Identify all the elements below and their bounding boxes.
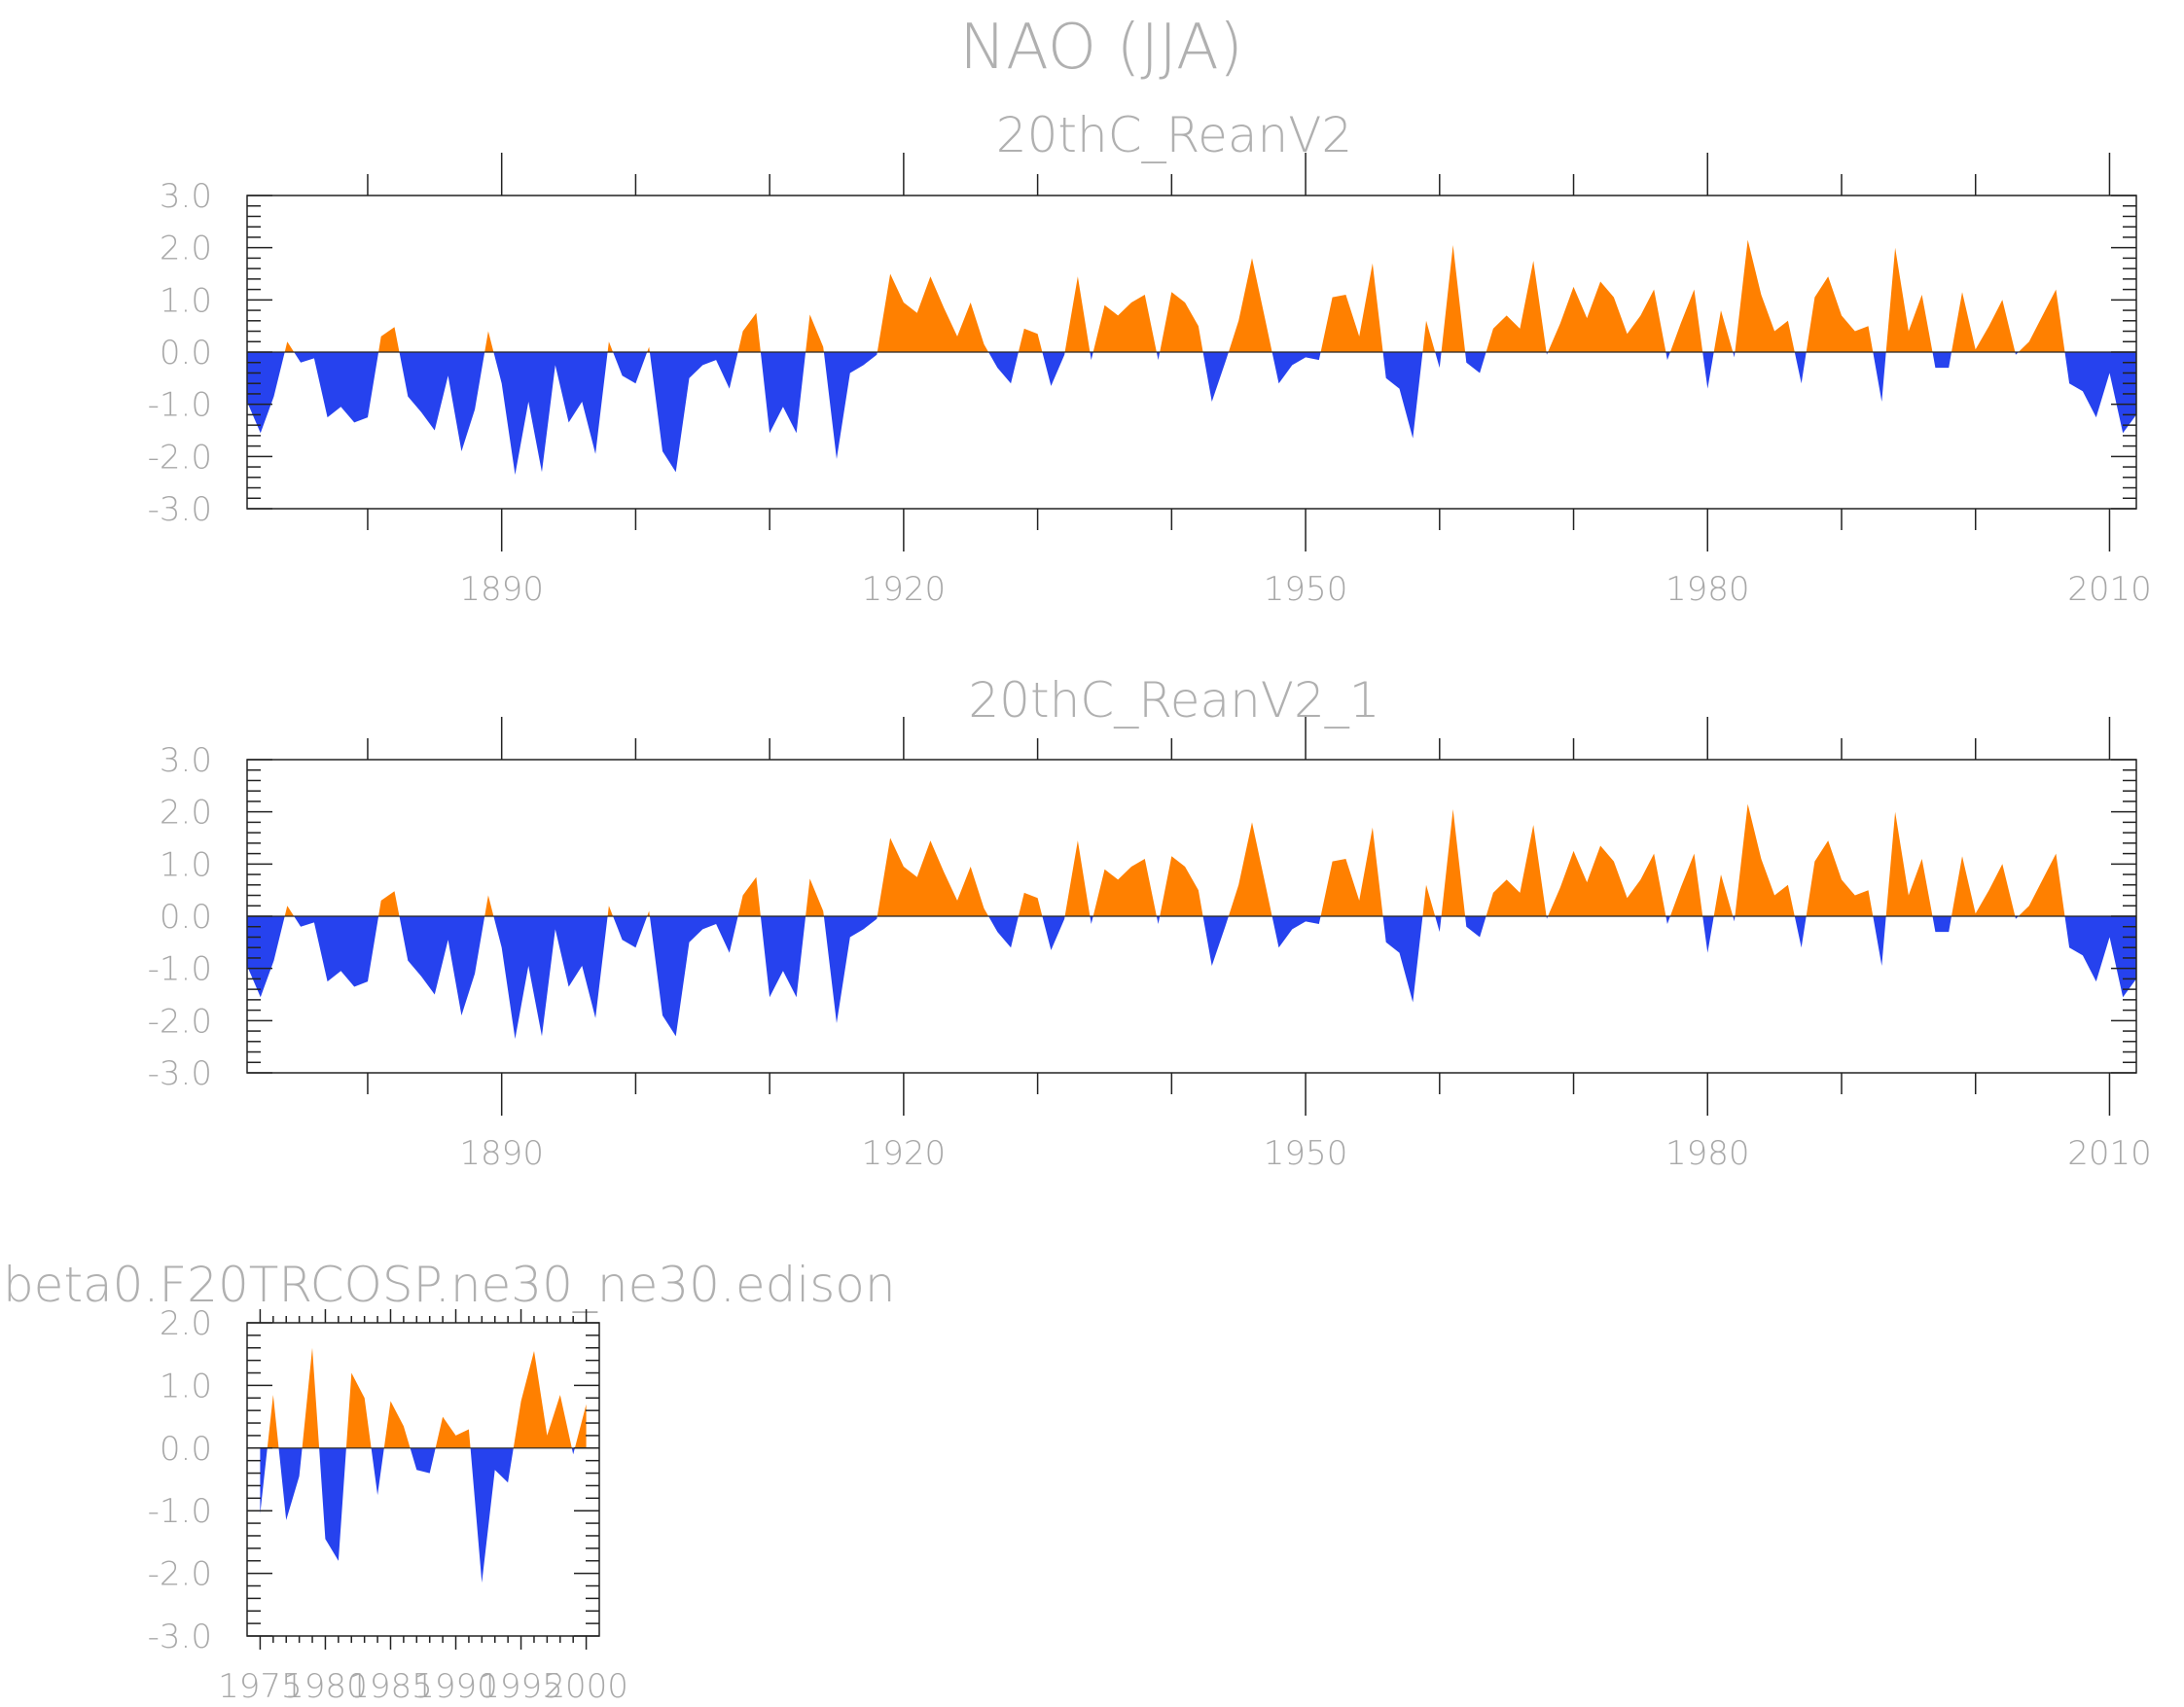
positive-area (284, 239, 2065, 352)
y-tick-label: 2.0 (160, 1304, 212, 1343)
y-tick-label: -3.0 (148, 490, 212, 529)
positive-area (267, 1347, 587, 1448)
x-tick-label: 1980 (283, 1667, 368, 1706)
x-tick-label: 1995 (479, 1667, 563, 1706)
y-tick-label: 1.0 (160, 281, 212, 320)
y-tick-label: -2.0 (148, 438, 212, 477)
panel-20thc-reanv2-1: 20thC_ReanV2_1 -3.0 -2.0 -1.0 0.0 1.0 2.0 3.0 1… (148, 672, 2152, 1173)
y-tick-label: 2.0 (160, 794, 212, 833)
panel-subtitle: 18.beta0.F20TRCOSP.ne30_ne30.edison (0, 1257, 896, 1313)
y-tick-label: -1.0 (148, 386, 212, 425)
figure-title: NAO (JJA) (959, 12, 1243, 84)
x-tick-label: 1980 (1665, 1134, 1750, 1173)
plot-frame (246, 1322, 600, 1637)
panel-subtitle: 20thC_ReanV2_1 (968, 672, 1379, 729)
y-tick-label: 0.0 (160, 898, 212, 937)
y-tick-label: 2.0 (160, 230, 212, 268)
x-tick-label: 1890 (459, 1134, 544, 1173)
negative-area (260, 1447, 575, 1583)
y-tick-label: -3.0 (148, 1618, 212, 1656)
y-tick-label: 1.0 (160, 1367, 212, 1405)
x-tick-label: 1975 (218, 1667, 303, 1706)
x-tick-label: 1890 (459, 570, 544, 609)
x-tick-label: 2010 (2067, 1134, 2152, 1173)
x-tick-label: 1950 (1264, 570, 1348, 609)
y-tick-label: 0.0 (160, 1430, 212, 1469)
x-tick-label: 1920 (862, 1134, 947, 1173)
y-tick-label: 3.0 (160, 177, 212, 216)
panel-edison: 18.beta0.F20TRCOSP.ne30_ne30.edison -3.0… (0, 1257, 896, 1706)
y-tick-label: 0.0 (160, 334, 212, 373)
y-tick-label: 3.0 (160, 741, 212, 780)
x-tick-label: 1950 (1264, 1134, 1348, 1173)
positive-area (284, 803, 2065, 916)
negative-area (247, 352, 2136, 476)
x-tick-label: 2010 (2067, 570, 2152, 609)
x-tick-label: 2000 (544, 1667, 628, 1706)
y-tick-label: -3.0 (148, 1054, 212, 1093)
y-tick-label: 1.0 (160, 845, 212, 884)
y-tick-label: -1.0 (148, 950, 212, 989)
x-tick-label: 1985 (348, 1667, 433, 1706)
x-tick-label: 1980 (1665, 570, 1750, 609)
y-tick-label: -2.0 (148, 1555, 212, 1594)
panel-20thc-reanv2: 20thC_ReanV2 -3.0 -2.0 -1.0 0.0 1.0 2.0 3.0 189… (148, 107, 2152, 609)
x-tick-label: 1920 (862, 570, 947, 609)
y-tick-label: -1.0 (148, 1492, 212, 1531)
negative-area (247, 916, 2136, 1040)
panel-subtitle: 20thC_ReanV2 (996, 107, 1352, 163)
y-tick-label: -2.0 (148, 1002, 212, 1041)
x-tick-label: 1990 (413, 1667, 498, 1706)
